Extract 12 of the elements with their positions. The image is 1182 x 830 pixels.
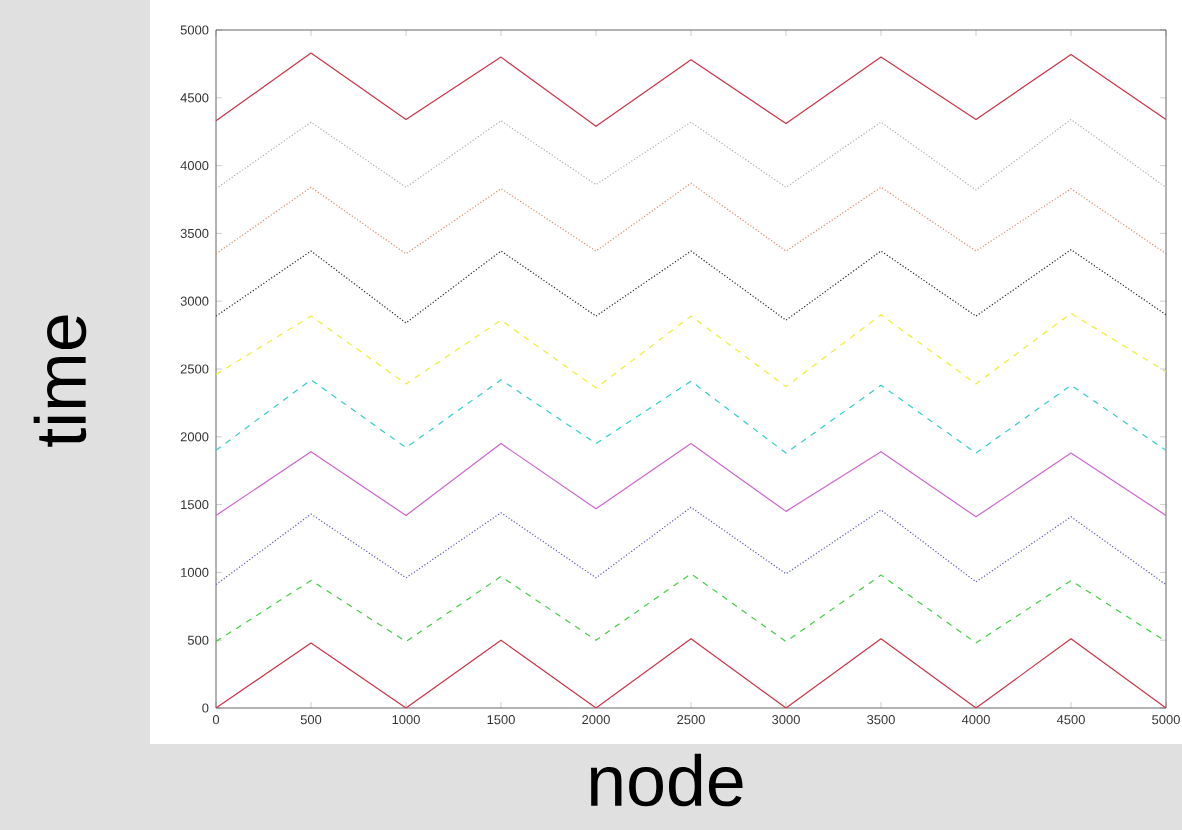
line-series	[216, 506, 1167, 586]
x-axis-title: node	[590, 753, 743, 807]
line-series	[216, 573, 1167, 644]
line-series	[216, 52, 1167, 127]
line-series	[216, 249, 1167, 324]
line-series	[216, 379, 1167, 454]
y-axis-title: time	[33, 315, 87, 447]
line-series	[216, 442, 1167, 518]
line-series	[216, 118, 1167, 191]
line-series	[216, 182, 1167, 255]
line-series	[216, 638, 1167, 708]
line-series	[216, 312, 1167, 389]
